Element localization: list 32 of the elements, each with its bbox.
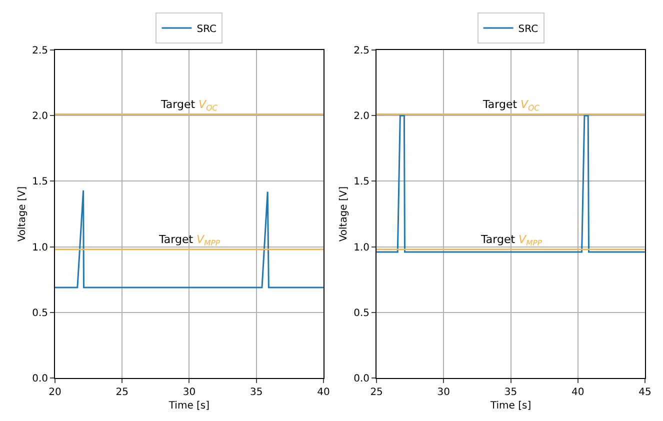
- y-tick-label: 0.0: [32, 374, 48, 384]
- ref-line-label: Target V$_{OC}$: [160, 98, 218, 112]
- y-axis-title: Voltage [V]: [17, 186, 28, 242]
- x-tick-label: 40: [317, 387, 330, 398]
- y-tick-label: 1.0: [354, 242, 370, 254]
- x-tick-label: 25: [116, 387, 128, 398]
- y-tick-label: 1.0: [32, 242, 48, 254]
- x-tick-label: 40: [572, 387, 584, 398]
- ref-line-label: Target V$_{OC}$: [482, 98, 540, 112]
- y-tick-label: 1.5: [354, 176, 370, 188]
- x-tick-label: 25: [370, 387, 383, 398]
- ref-line-label: Target V$_{MPP}$: [480, 233, 542, 248]
- y-tick-label: 2.5: [32, 46, 48, 56]
- x-tick-label: 45: [638, 387, 652, 398]
- x-axis-title: Time [s]: [489, 400, 532, 412]
- legend-label: SRC: [518, 24, 538, 35]
- x-tick-label: 20: [48, 387, 62, 398]
- y-axis-title: Voltage [V]: [338, 186, 350, 242]
- y-tick-label: 0.0: [354, 374, 370, 384]
- y-tick-label: 0.5: [354, 308, 370, 319]
- ref-line-label: Target V$_{MPP}$: [158, 233, 220, 248]
- legend-label: SRC: [196, 24, 217, 35]
- x-tick-label: 30: [182, 387, 196, 398]
- y-tick-label: 1.5: [32, 176, 48, 188]
- x-tick-label: 35: [504, 387, 518, 398]
- y-tick-label: 2.0: [32, 111, 48, 122]
- x-tick-label: 35: [250, 387, 263, 398]
- x-tick-label: 30: [437, 387, 450, 398]
- y-tick-label: 2.5: [354, 46, 370, 56]
- y-tick-label: 2.0: [354, 111, 370, 122]
- x-axis-title: Time [s]: [168, 400, 210, 412]
- y-tick-label: 0.5: [32, 308, 48, 319]
